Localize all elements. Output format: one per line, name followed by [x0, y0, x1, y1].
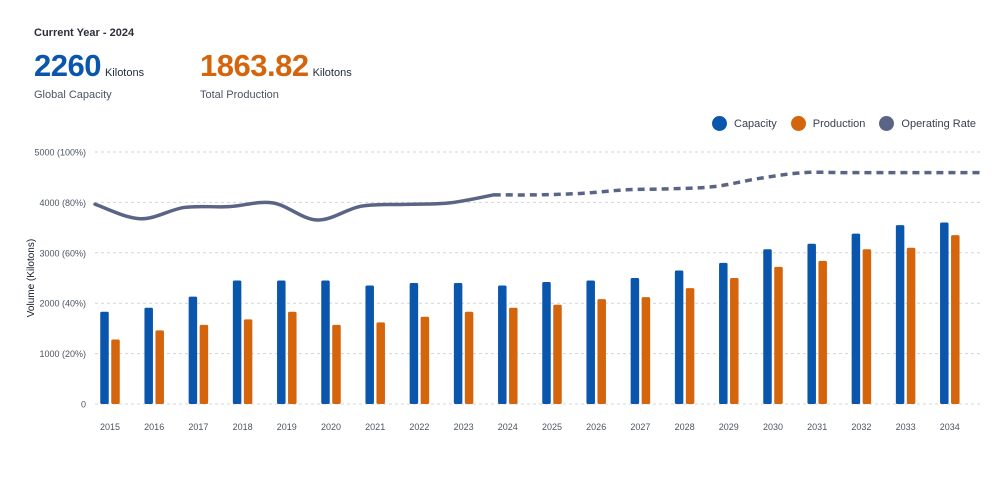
x-tick-label: 2034	[940, 422, 960, 432]
operating-rate-line-projected	[493, 170, 980, 197]
x-tick-label: 2026	[586, 422, 606, 432]
capacity-bar	[144, 307, 153, 404]
x-tick-label: 2017	[188, 422, 208, 432]
x-tick-label: 2025	[542, 422, 562, 432]
production-bar	[376, 322, 385, 404]
x-tick-label: 2019	[277, 422, 297, 432]
capacity-bar	[277, 280, 286, 404]
capacity-legend-dot	[712, 116, 727, 131]
y-tick-label: 4000 (80%)	[39, 198, 86, 208]
y-tick-label: 0	[81, 400, 86, 410]
y-tick-label: 1000 (20%)	[39, 349, 86, 359]
production-bar	[464, 311, 474, 404]
x-tick-label: 2018	[233, 422, 253, 432]
capacity-bar	[719, 262, 728, 404]
x-tick-label: 2016	[144, 422, 164, 432]
x-tick-label: 2022	[409, 422, 429, 432]
legend-item-production[interactable]: Production	[790, 116, 866, 131]
x-tick-label: 2021	[365, 422, 385, 432]
capacity-bar	[498, 285, 507, 404]
legend-label-operating-rate: Operating Rate	[901, 117, 976, 130]
x-tick-label: 2023	[454, 422, 474, 432]
y-axis-title: Volume (Kilotons)	[26, 239, 37, 317]
capacity-bar	[895, 225, 905, 404]
x-tick-label: 2033	[896, 422, 916, 432]
chart-legend: Capacity Production Operating Rate	[712, 116, 976, 131]
x-tick-label: 2015	[100, 422, 120, 432]
production-bar	[243, 319, 253, 404]
production-bar	[774, 266, 783, 404]
production-bar	[862, 249, 872, 404]
capacity-bar	[321, 280, 330, 404]
total-production-kpi: 1863.82 Kilotons Total Production	[200, 48, 352, 101]
capacity-bar	[851, 233, 861, 404]
global-capacity-unit: Kilotons	[104, 67, 145, 79]
capacity-bar	[453, 283, 463, 404]
capacity-bar	[940, 222, 949, 404]
production-bar	[730, 278, 739, 404]
capacity-bar	[630, 278, 640, 404]
y-tick-label: 5000 (100%)	[34, 148, 86, 158]
production-bar	[199, 324, 209, 404]
current-year-label: Current Year - 2024	[34, 27, 135, 39]
production-bar	[553, 304, 562, 404]
operating-rate-legend-dot	[879, 116, 895, 131]
global-capacity-kpi: 2260 Kilotons Global Capacity	[34, 48, 144, 101]
x-tick-label: 2031	[807, 422, 827, 432]
legend-label-production: Production	[812, 117, 866, 130]
production-bar	[641, 297, 651, 404]
operating-rate-line-actual	[93, 193, 496, 222]
production-bar	[155, 330, 164, 404]
total-production-unit: Kilotons	[312, 67, 352, 79]
production-bar	[818, 260, 827, 404]
production-bar	[597, 299, 606, 404]
global-capacity-value: 2260	[34, 48, 101, 83]
x-tick-label: 2028	[675, 422, 695, 432]
y-tick-label: 2000 (40%)	[39, 299, 86, 309]
global-capacity-label: Global Capacity	[34, 89, 112, 101]
capacity-bar	[232, 280, 242, 404]
production-bar	[509, 307, 518, 404]
capacity-bar	[763, 249, 772, 404]
production-bar	[111, 339, 120, 404]
x-tick-label: 2027	[630, 422, 650, 432]
production-bar	[951, 235, 960, 404]
legend-item-operating-rate[interactable]: Operating Rate	[879, 116, 976, 131]
production-bar	[685, 288, 695, 404]
capacity-bar	[100, 311, 109, 404]
production-bar	[288, 311, 297, 404]
x-tick-label: 2032	[851, 422, 871, 432]
capacity-bar	[674, 270, 684, 404]
production-bar	[420, 316, 430, 404]
y-tick-label: 3000 (60%)	[39, 248, 86, 258]
total-production-label: Total Production	[200, 89, 279, 101]
total-production-value: 1863.82	[200, 48, 309, 83]
production-bar	[332, 324, 341, 404]
capacity-bar	[188, 296, 198, 404]
capacity-bar	[365, 285, 374, 404]
x-tick-label: 2029	[719, 422, 739, 432]
capacity-bar	[542, 282, 551, 404]
x-tick-label: 2024	[498, 422, 518, 432]
production-legend-dot	[790, 116, 806, 131]
x-tick-label: 2030	[763, 422, 783, 432]
production-bar	[906, 247, 916, 404]
capacity-bar	[807, 243, 816, 404]
legend-label-capacity: Capacity	[734, 117, 777, 130]
legend-item-capacity[interactable]: Capacity	[712, 116, 777, 131]
capacity-bar	[586, 280, 595, 404]
capacity-bar	[409, 283, 419, 404]
x-tick-label: 2020	[321, 422, 341, 432]
